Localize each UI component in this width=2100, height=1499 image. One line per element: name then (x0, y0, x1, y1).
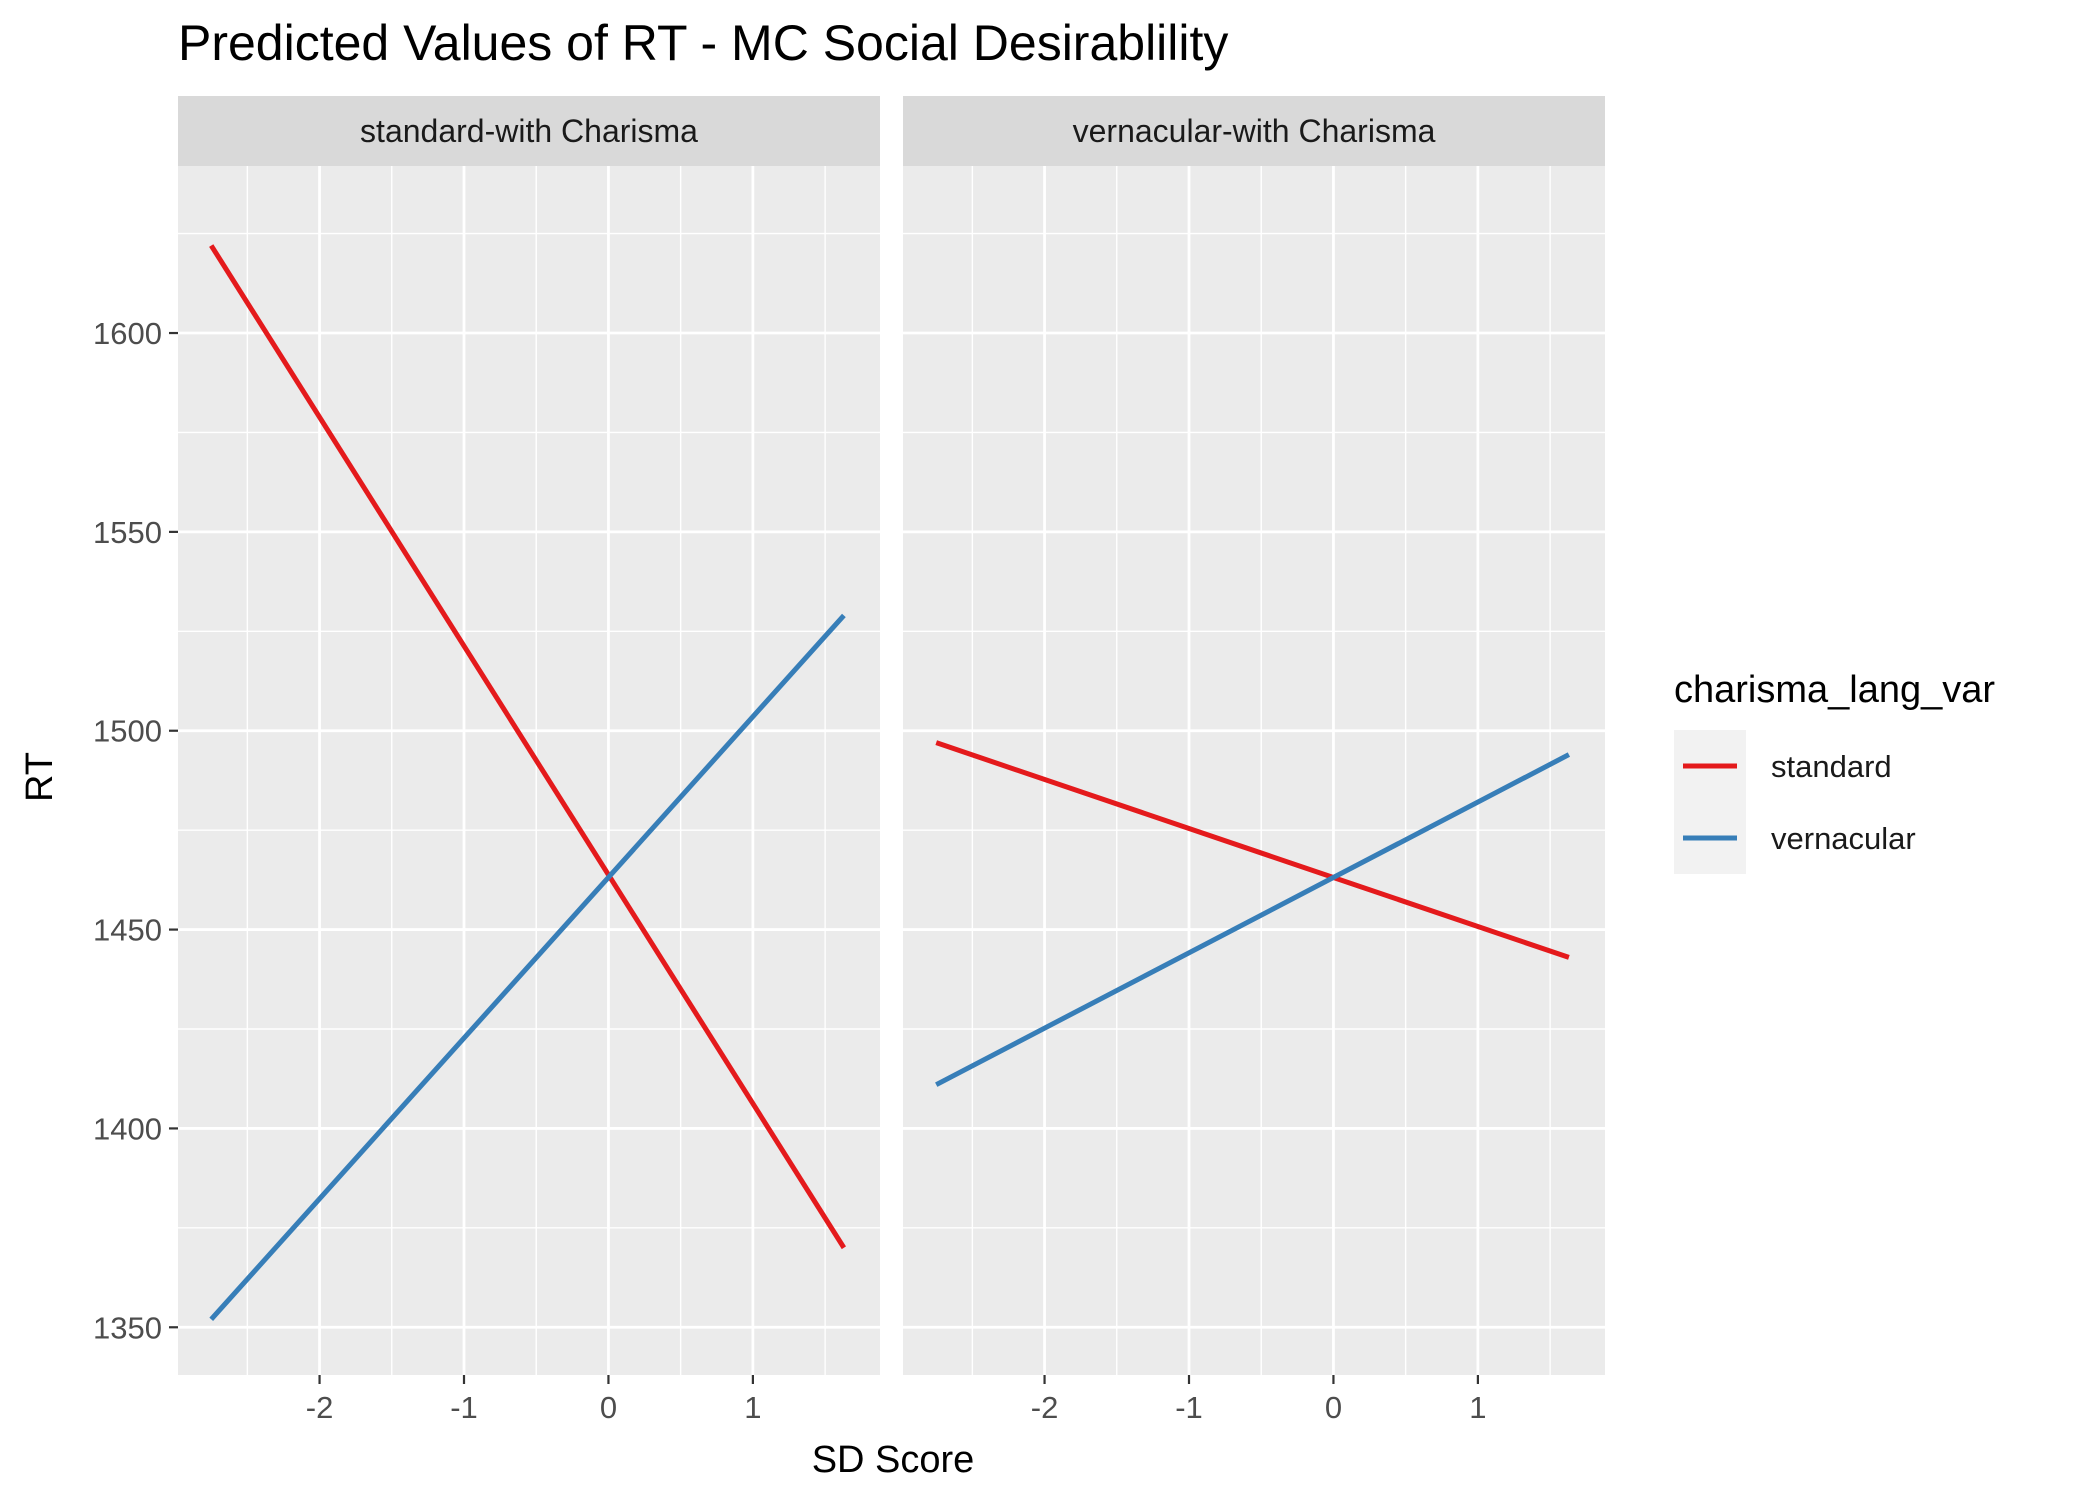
y-axis-title: RT (19, 752, 61, 802)
y-tick-label: 1450 (93, 913, 162, 948)
panel-2: vernacular-with Charisma -2 -1 0 1 (903, 96, 1605, 1425)
x-tick-label: -2 (306, 1390, 334, 1425)
legend-entries: standard vernacular (1683, 749, 1916, 856)
x-tick-label: 0 (600, 1390, 617, 1425)
legend-title: charisma_lang_var (1674, 669, 1995, 711)
y-tick-label: 1550 (93, 515, 162, 550)
x-axis-title: SD Score (812, 1439, 975, 1481)
legend-key-background (1674, 730, 1746, 874)
y-tick-label: 1500 (93, 714, 162, 749)
y-tick-label: 1600 (93, 316, 162, 351)
panel-background (903, 166, 1605, 1375)
panel-strip-background (178, 96, 880, 166)
x-tick-label: -1 (1175, 1390, 1203, 1425)
x-tick-label: -1 (450, 1390, 478, 1425)
panel-strip-label: vernacular-with Charisma (1073, 113, 1436, 149)
panel-1: standard-with Charisma -2 -1 0 1 1350 1400 1450… (93, 96, 880, 1425)
series-line-standard (209, 244, 847, 1250)
series-line-vernacular (935, 752, 1571, 1087)
panel-background (178, 166, 880, 1375)
panels: standard-with Charisma -2 -1 0 1 1350 1400 1450… (93, 96, 1605, 1425)
y-tick-label: 1400 (93, 1111, 162, 1146)
series-line-vernacular (209, 613, 846, 1321)
series-line-standard (935, 740, 1570, 960)
y-tick-label: 1350 (93, 1310, 162, 1345)
panel-strip-label: standard-with Charisma (360, 113, 698, 149)
legend-label-standard: standard (1771, 749, 1892, 784)
legend-label-vernacular: vernacular (1771, 821, 1916, 856)
x-tick-label: 1 (744, 1390, 761, 1425)
panel-strip-background (903, 96, 1605, 166)
x-tick-label: 0 (1325, 1390, 1342, 1425)
legend: charisma_lang_var standard vernacular (1674, 669, 1995, 874)
x-tick-label: 1 (1469, 1390, 1486, 1425)
x-tick-label: -2 (1031, 1390, 1059, 1425)
chart-title: Predicted Values of RT - MC Social Desir… (178, 15, 1228, 71)
